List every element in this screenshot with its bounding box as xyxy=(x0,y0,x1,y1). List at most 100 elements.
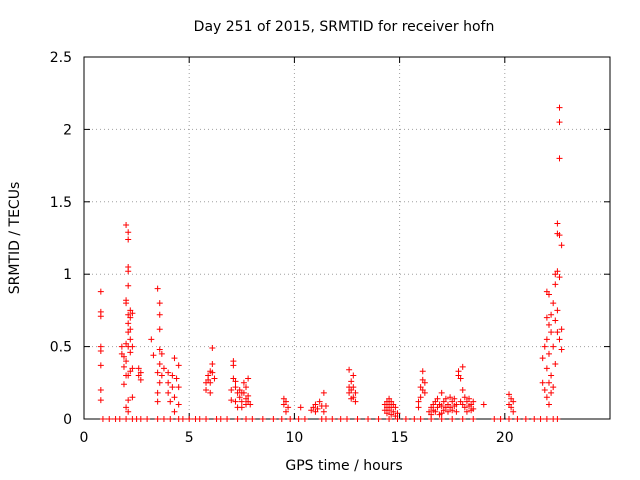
data-point xyxy=(394,410,401,417)
data-point xyxy=(447,394,454,401)
data-point xyxy=(123,416,130,422)
data-point xyxy=(295,416,302,422)
data-point xyxy=(545,291,552,298)
data-point xyxy=(537,416,544,422)
data-point xyxy=(314,405,321,412)
data-point xyxy=(539,379,546,386)
data-point xyxy=(211,375,218,382)
data-point xyxy=(167,398,174,405)
data-point xyxy=(411,416,418,422)
data-point xyxy=(508,404,515,411)
data-point xyxy=(550,300,557,307)
data-point xyxy=(322,402,329,409)
data-point xyxy=(123,358,130,365)
y-tick-label: 0 xyxy=(63,412,72,428)
data-point xyxy=(97,347,104,354)
data-point xyxy=(167,416,174,422)
data-points xyxy=(97,104,565,422)
data-point xyxy=(550,384,557,391)
data-point xyxy=(541,343,548,350)
data-point xyxy=(470,416,477,422)
data-point xyxy=(125,268,132,275)
data-point xyxy=(352,389,359,396)
data-point xyxy=(232,398,239,405)
data-point xyxy=(144,416,151,422)
data-point xyxy=(453,408,460,415)
data-point xyxy=(497,416,504,422)
data-point xyxy=(459,416,466,422)
data-point xyxy=(322,416,329,422)
data-point xyxy=(247,401,254,408)
data-point xyxy=(156,300,163,307)
plot-frame xyxy=(83,56,611,420)
data-point xyxy=(224,416,231,422)
data-point xyxy=(171,408,178,415)
data-point xyxy=(97,313,104,320)
data-point xyxy=(160,365,167,372)
data-point xyxy=(545,379,552,386)
data-point xyxy=(137,376,144,383)
data-point xyxy=(158,372,165,379)
data-point xyxy=(156,326,163,333)
data-point xyxy=(556,119,563,126)
data-point xyxy=(165,379,172,386)
data-point xyxy=(470,405,477,412)
data-point xyxy=(156,379,163,386)
data-point xyxy=(558,346,565,353)
data-point xyxy=(209,360,216,367)
data-point xyxy=(129,310,136,317)
data-point xyxy=(127,326,134,333)
data-point xyxy=(125,236,132,243)
y-tick-label: 1 xyxy=(63,267,72,283)
data-point xyxy=(350,384,357,391)
data-point xyxy=(120,381,127,388)
data-point xyxy=(245,392,252,399)
data-point xyxy=(459,387,466,394)
data-point xyxy=(522,416,529,422)
data-point xyxy=(459,363,466,370)
data-point xyxy=(461,394,468,401)
data-point xyxy=(386,416,393,422)
y-axis-label: SRMTID / TECUs xyxy=(7,182,23,295)
data-point xyxy=(169,384,176,391)
y-tick-label: 2.5 xyxy=(50,50,72,66)
x-tick-label: 15 xyxy=(391,430,409,446)
data-point xyxy=(123,300,130,307)
data-point xyxy=(175,384,182,391)
data-point xyxy=(554,268,561,275)
data-point xyxy=(154,398,161,405)
data-point xyxy=(320,408,327,415)
data-point xyxy=(129,343,136,350)
data-point xyxy=(415,404,422,411)
data-point xyxy=(545,401,552,408)
data-point xyxy=(125,229,132,236)
data-point xyxy=(556,232,563,239)
data-point xyxy=(123,221,130,228)
data-point xyxy=(394,416,401,422)
data-point xyxy=(285,404,292,411)
data-point xyxy=(125,320,132,327)
data-point xyxy=(129,394,136,401)
data-point xyxy=(554,220,561,227)
data-point xyxy=(160,416,167,422)
data-point xyxy=(238,398,245,405)
data-point xyxy=(240,389,247,396)
data-point xyxy=(539,355,546,362)
data-point xyxy=(282,408,289,415)
data-point xyxy=(270,416,277,422)
data-point xyxy=(203,387,210,394)
x-axis-label: GPS time / hours xyxy=(285,458,402,474)
data-point xyxy=(438,402,445,409)
data-point xyxy=(97,397,104,404)
data-point xyxy=(556,336,563,343)
data-point xyxy=(125,372,132,379)
data-point xyxy=(506,391,513,398)
data-point xyxy=(232,384,239,391)
data-point xyxy=(320,389,327,396)
data-point xyxy=(186,416,193,422)
data-point xyxy=(417,394,424,401)
data-point xyxy=(137,416,144,422)
data-point xyxy=(158,350,165,357)
data-point xyxy=(506,416,513,422)
